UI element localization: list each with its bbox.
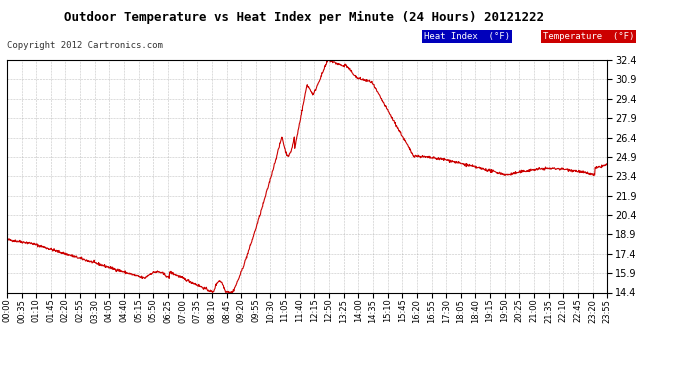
Text: Temperature  (°F): Temperature (°F) [543, 32, 634, 41]
Text: Copyright 2012 Cartronics.com: Copyright 2012 Cartronics.com [7, 41, 163, 50]
Text: Heat Index  (°F): Heat Index (°F) [424, 32, 511, 41]
Text: Outdoor Temperature vs Heat Index per Minute (24 Hours) 20121222: Outdoor Temperature vs Heat Index per Mi… [63, 11, 544, 24]
